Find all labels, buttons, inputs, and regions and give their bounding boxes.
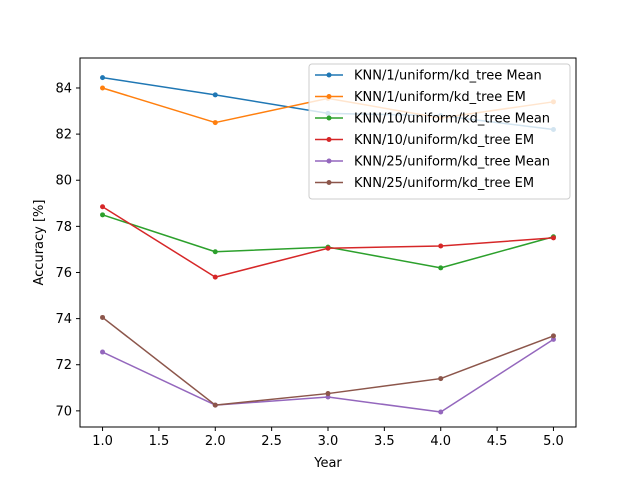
legend-label: KNN/1/uniform/kd_tree Mean [354,69,542,84]
data-point [212,274,218,280]
data-point [550,336,556,342]
x-tick-label: 3.5 [374,434,395,449]
legend-item: KNN/25/uniform/kd_tree EM [315,176,534,191]
x-tick-label: 2.5 [261,434,282,449]
data-point [325,245,331,251]
x-tick-label: 1.0 [92,434,113,449]
series-4 [100,204,556,280]
legend-label: KNN/1/uniform/kd_tree EM [354,90,526,105]
legend-item: KNN/10/uniform/kd_tree EM [315,133,534,148]
series-line [102,206,554,278]
y-tick-label: 82 [55,128,72,143]
data-point [325,391,331,397]
x-axis-label: Year [313,456,342,471]
x-tick-label: 2.0 [205,434,226,449]
legend-label: KNN/25/uniform/kd_tree Mean [354,155,550,170]
y-tick-label: 74 [55,312,72,327]
data-point [438,376,444,382]
legend: KNN/1/uniform/kd_tree Mean KNN/1/uniform/… [308,63,571,200]
legend-box [308,63,571,200]
legend-label: KNN/10/uniform/kd_tree Mean [354,112,550,127]
x-tick-label: 3.0 [318,434,339,449]
legend-label: KNN/10/uniform/kd_tree EM [354,133,534,148]
y-tick-label: 84 [55,81,72,96]
legend-marker [326,94,332,99]
data-point [100,314,106,320]
data-point [100,85,106,91]
x-tick-label: 4.5 [487,434,508,449]
y-tick-label: 70 [55,404,72,419]
data-point [100,75,106,81]
series-line [102,338,554,413]
legend-marker [326,72,332,78]
legend-marker [326,115,332,121]
data-point [438,265,444,271]
x-tick-label: 4.0 [430,434,451,449]
data-point [325,394,331,400]
data-point [212,120,218,126]
x-tick-label: 1.5 [149,434,170,449]
data-point [550,333,556,339]
legend-marker [326,158,332,164]
legend-item: KNN/1/uniform/kd_tree Mean [315,69,542,84]
data-point [100,204,106,210]
legend-marker [326,137,332,142]
plot-frame [79,57,577,428]
x-tick-label: 5.0 [543,434,564,449]
legend-item: KNN/10/uniform/kd_tree Mean [315,112,550,127]
series-3 [100,212,556,271]
data-point [212,92,218,98]
y-tick-label: 78 [55,220,72,235]
y-axis-label: Accuracy [%] [32,200,47,286]
data-point [438,243,444,249]
legend-item: KNN/1/uniform/kd_tree EM [315,90,526,105]
data-point [212,249,218,255]
y-tick-label: 80 [55,174,72,189]
y-tick-label: 76 [55,266,72,281]
legend-marker [326,180,332,185]
data-point [212,402,218,408]
legend-label: KNN/25/uniform/kd_tree EM [354,176,534,191]
series-6 [100,314,556,408]
data-point [100,212,106,218]
legend-item: KNN/25/uniform/kd_tree Mean [315,155,550,170]
series-line [102,214,554,269]
data-point [438,409,444,415]
data-point [550,235,556,241]
series-5 [100,336,556,415]
data-point [100,349,106,355]
y-tick-label: 72 [55,358,72,373]
axis-ticks: 1.0 1.5 2.0 2.5 3.0 3.5 4.0 4.5 5.0 70 72 74 76 78 80 8… [55,81,563,449]
